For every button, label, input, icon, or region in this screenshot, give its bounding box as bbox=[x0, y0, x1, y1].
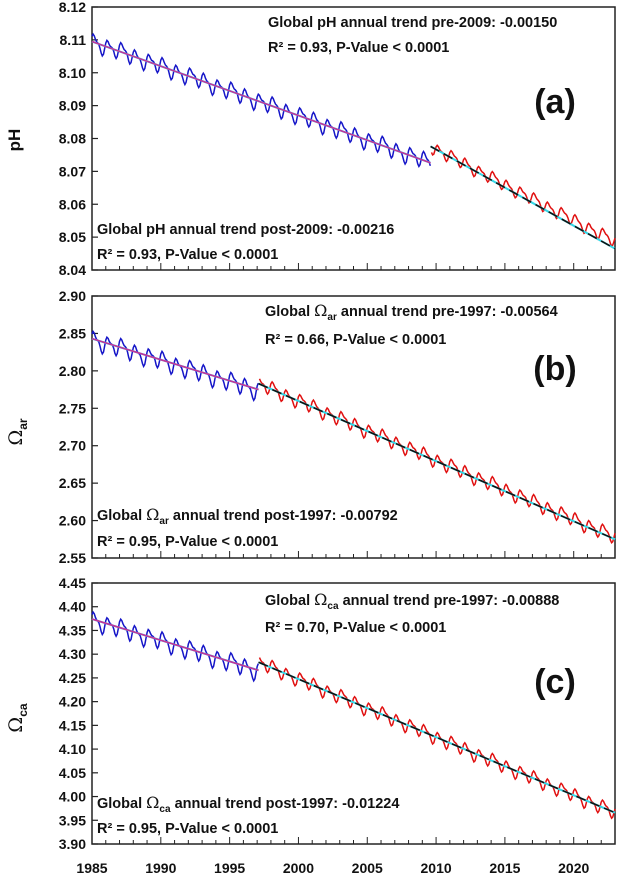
y-tick-label: 4.45 bbox=[59, 575, 86, 591]
x-tick-label: 2000 bbox=[283, 860, 314, 876]
panel-tag: (a) bbox=[534, 83, 576, 121]
panel-2: 3.90 3.95 4.00 4.05 4.10 4.15 4.20 4.25 4.30 4.35… bbox=[5, 575, 616, 852]
annotation-1: R² = 0.70, P-Value < 0.0001 bbox=[265, 620, 446, 636]
y-axis-label: Ωca bbox=[5, 703, 30, 732]
trend-line-post bbox=[430, 145, 616, 250]
annotation-2: Global Ωar annual trend post-1997: -0.00… bbox=[97, 505, 398, 527]
y-tick-label: 8.08 bbox=[59, 131, 86, 147]
x-tick-label: 1995 bbox=[214, 860, 245, 876]
y-tick-label: 8.07 bbox=[59, 163, 86, 179]
panel-tag: (b) bbox=[533, 350, 576, 388]
y-tick-label: 2.75 bbox=[59, 400, 86, 416]
trend-line-pre bbox=[91, 40, 431, 164]
trend-line-pre bbox=[91, 337, 259, 391]
y-tick-label: 4.35 bbox=[59, 622, 86, 638]
annotation-0: Global Ωar annual trend pre-1997: -0.005… bbox=[265, 301, 558, 323]
y-tick-label: 3.95 bbox=[59, 812, 86, 828]
annotation-2: Global pH annual trend post-2009: -0.002… bbox=[97, 222, 394, 238]
annotation-0: Global Ωca annual trend pre-1997: -0.008… bbox=[265, 590, 559, 612]
x-tick-label: 2010 bbox=[421, 860, 452, 876]
y-tick-label: 8.12 bbox=[59, 0, 86, 15]
annotation-1: R² = 0.66, P-Value < 0.0001 bbox=[265, 332, 446, 348]
y-tick-label: 8.04 bbox=[59, 262, 86, 278]
y-tick-label: 8.09 bbox=[59, 98, 86, 114]
y-tick-label: 4.20 bbox=[59, 694, 86, 710]
panel-tag: (c) bbox=[534, 663, 576, 701]
y-tick-label: 2.90 bbox=[59, 288, 86, 304]
trend-line-post bbox=[258, 661, 616, 814]
annotation-3: R² = 0.93, P-Value < 0.0001 bbox=[97, 247, 278, 263]
series-pre-monthly bbox=[91, 610, 260, 683]
y-tick-label: 2.80 bbox=[59, 363, 86, 379]
y-tick-label: 2.70 bbox=[59, 438, 86, 454]
y-tick-label: 4.15 bbox=[59, 717, 86, 733]
y-tick-label: 4.05 bbox=[59, 765, 86, 781]
series-post-monthly bbox=[430, 144, 616, 248]
annotation-2: Global Ωca annual trend post-1997: -0.01… bbox=[97, 793, 399, 815]
y-tick-label: 4.00 bbox=[59, 789, 86, 805]
annotation-1: R² = 0.93, P-Value < 0.0001 bbox=[268, 40, 449, 56]
trend-line-post bbox=[258, 382, 616, 541]
series-pre-monthly bbox=[91, 330, 260, 402]
y-tick-label: 8.10 bbox=[59, 65, 86, 81]
y-tick-label: 2.65 bbox=[59, 475, 86, 491]
annotation-3: R² = 0.95, P-Value < 0.0001 bbox=[97, 534, 278, 550]
y-tick-label: 2.60 bbox=[59, 513, 86, 529]
annotation-3: R² = 0.95, P-Value < 0.0001 bbox=[97, 821, 278, 837]
x-tick-label: 2015 bbox=[489, 860, 520, 876]
annotation-0: Global pH annual trend pre-2009: -0.0015… bbox=[268, 15, 557, 31]
y-tick-label: 4.10 bbox=[59, 741, 86, 757]
y-axis-label: pH bbox=[5, 129, 24, 152]
y-tick-label: 4.30 bbox=[59, 646, 86, 662]
trend-line-pre bbox=[91, 618, 259, 672]
y-tick-label: 8.05 bbox=[59, 229, 86, 245]
panel-0: 8.04 8.05 8.06 8.07 8.08 8.09 8.10 8.11 8.12 Glob… bbox=[5, 0, 616, 278]
y-tick-label: 4.25 bbox=[59, 670, 86, 686]
x-tick-label: 2020 bbox=[558, 860, 589, 876]
x-tick-label: 1990 bbox=[145, 860, 176, 876]
x-tick-label: 2005 bbox=[352, 860, 383, 876]
y-tick-label: 3.90 bbox=[59, 836, 86, 852]
y-tick-label: 2.85 bbox=[59, 325, 86, 341]
y-tick-label: 8.11 bbox=[60, 32, 87, 48]
y-tick-label: 2.55 bbox=[59, 550, 86, 566]
y-tick-label: 8.06 bbox=[59, 196, 86, 212]
panel-1: 2.55 2.60 2.65 2.70 2.75 2.80 2.85 2.90 Global Ω… bbox=[5, 288, 616, 566]
y-axis-label: Ωar bbox=[5, 418, 30, 445]
x-tick-label: 1985 bbox=[76, 860, 107, 876]
y-tick-label: 4.40 bbox=[59, 599, 86, 615]
